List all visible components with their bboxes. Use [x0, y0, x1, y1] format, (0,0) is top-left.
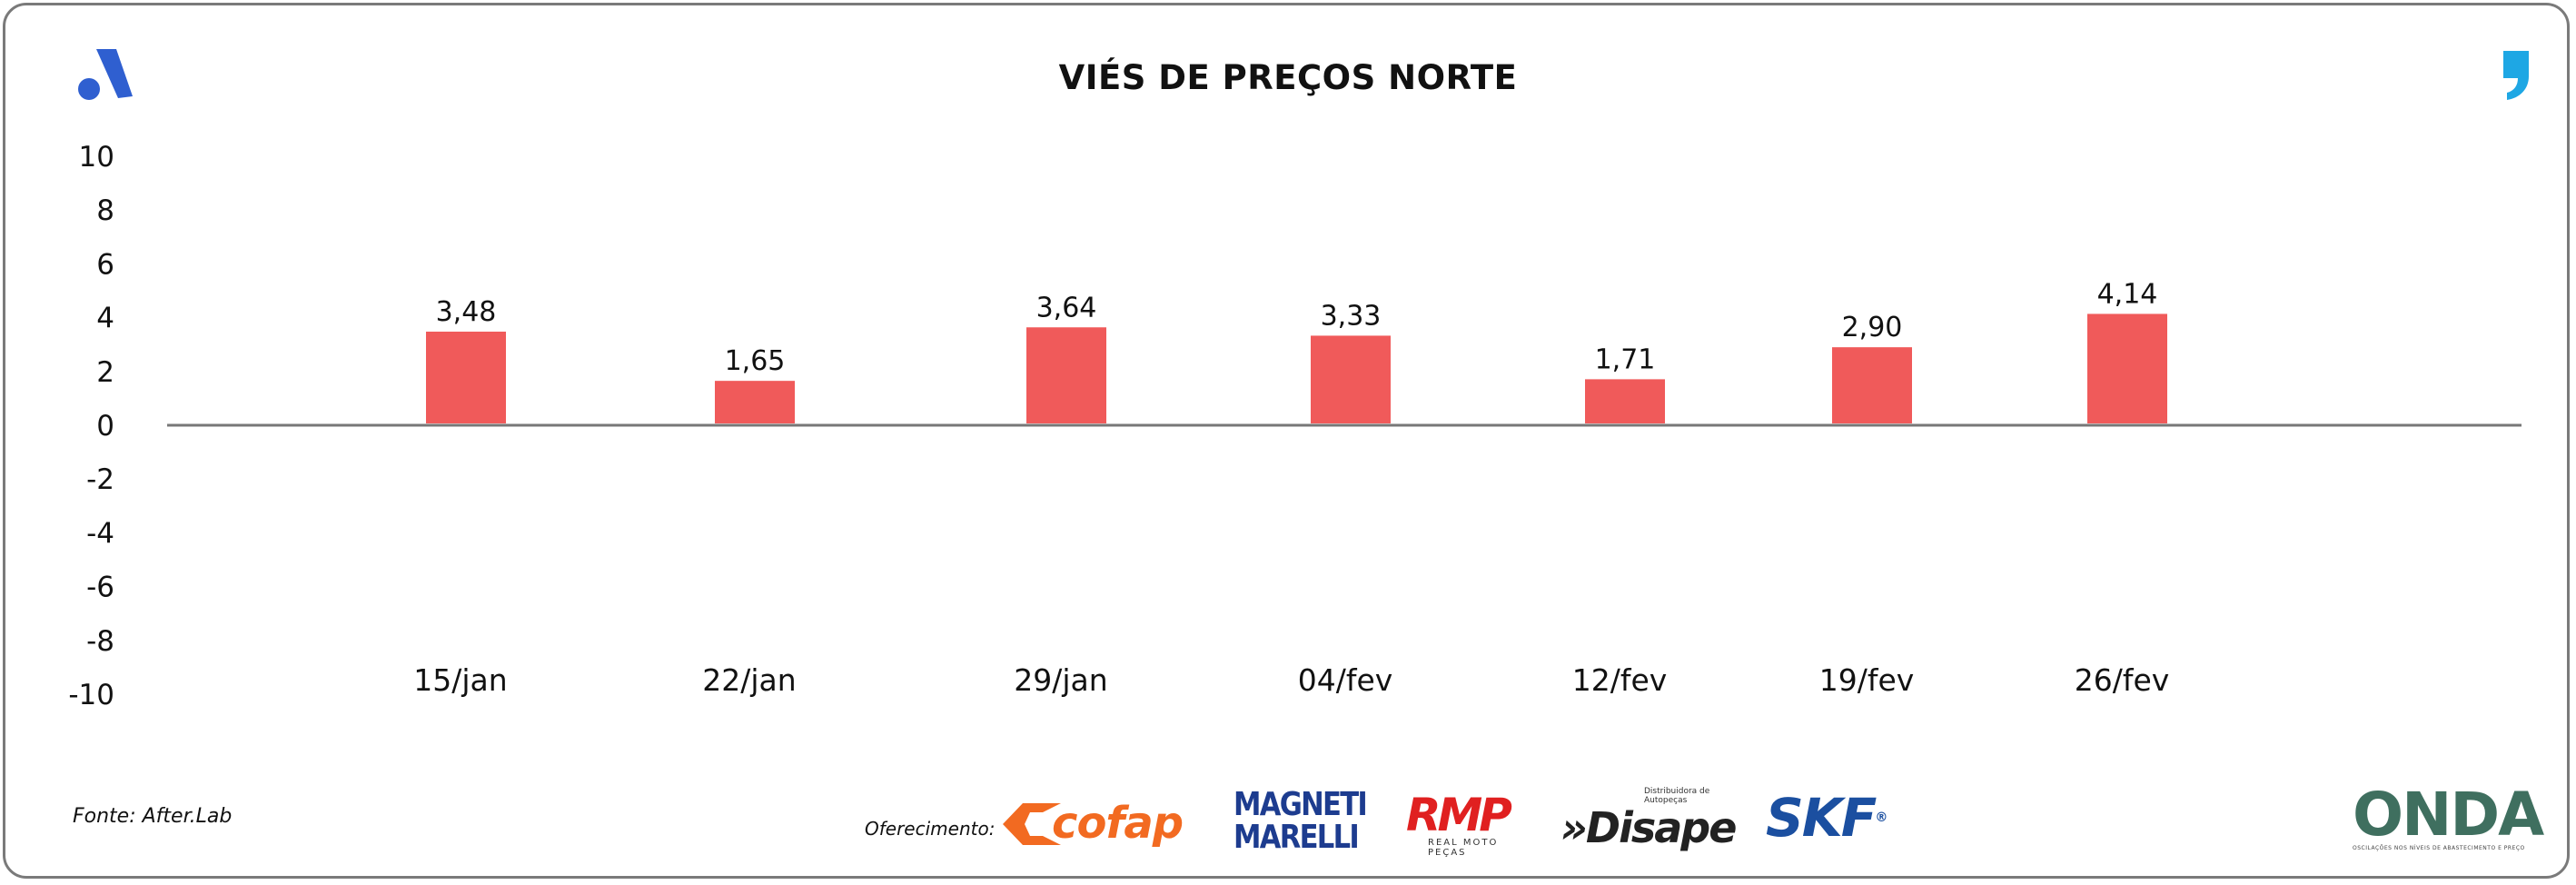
brand-a-icon — [76, 44, 136, 104]
magneti-wordmark: MAGNETI — [1234, 786, 1368, 823]
cofap-wordmark: cofap — [1052, 798, 1184, 849]
sponsor-label: Oferecimento: — [865, 818, 996, 840]
data-label: 1,65 — [725, 345, 786, 377]
data-label: 4,14 — [2097, 278, 2158, 310]
magneti-marelli-logo: MAGNETI MARELLI — [1234, 786, 1368, 861]
bar — [1832, 347, 1912, 423]
source-note: Fonte: After.Lab — [73, 805, 233, 828]
skf-wordmark: SKF — [1766, 787, 1877, 849]
y-tick-label: 2 — [96, 356, 114, 389]
y-tick-label: -10 — [68, 679, 114, 711]
disape-tagline: Distribuidora de Autopeças — [1644, 787, 1710, 805]
y-tick-label: 8 — [96, 194, 114, 227]
bar — [715, 381, 795, 423]
x-tick-label: 12/fev — [1572, 662, 1668, 698]
bar — [2087, 313, 2167, 423]
onda-tagline: OSCILAÇÕES NOS NÍVEIS DE ABASTECIMENTO E… — [2353, 845, 2525, 851]
x-tick-label: 19/fev — [1819, 662, 1915, 698]
y-tick-label: -6 — [86, 572, 114, 604]
y-tick-label: -8 — [86, 625, 114, 658]
disape-logo: Distribuidora de Autopeças »Disape — [1560, 787, 1742, 850]
bar — [1585, 379, 1665, 423]
y-tick-label: 0 — [96, 410, 114, 442]
x-tick-label: 04/fev — [1298, 662, 1393, 698]
cofap-mark-icon — [1003, 803, 1061, 845]
skf-logo: SKF® — [1766, 791, 1902, 845]
x-tick-label: 15/jan — [413, 662, 507, 698]
data-label: 3,48 — [436, 296, 497, 328]
chart-title: VIÉS DE PREÇOS NORTE — [1058, 58, 1518, 97]
y-tick-label: -2 — [86, 463, 114, 496]
data-label: 3,64 — [1036, 292, 1097, 323]
bar — [426, 331, 506, 423]
rmp-tagline: REAL MOTO PEÇAS — [1428, 838, 1499, 858]
y-tick-label: 6 — [96, 248, 114, 281]
registered-mark-icon: ® — [1875, 810, 1887, 825]
disape-wordmark: »Disape — [1560, 803, 1737, 852]
bar — [1026, 327, 1106, 423]
rmp-wordmark: RMP — [1406, 789, 1512, 841]
onda-logo: ONDA OSCILAÇÕES NOS NÍVEIS DE ABASTECIME… — [2353, 780, 2544, 858]
y-tick-label: -4 — [86, 517, 114, 550]
x-tick-label: 22/jan — [702, 662, 796, 698]
quote-mark-icon — [2498, 49, 2534, 102]
bar — [1311, 335, 1391, 423]
y-tick-label: 10 — [79, 141, 114, 174]
chart-frame — [3, 3, 2570, 879]
y-tick-label: 4 — [96, 303, 114, 335]
cofap-logo: cofap — [1003, 796, 1212, 849]
rmp-logo: RMP REAL MOTO PEÇAS — [1406, 789, 1537, 858]
data-label: 2,90 — [1842, 312, 1903, 343]
onda-wordmark: ONDA — [2353, 780, 2544, 850]
x-tick-label: 29/jan — [1014, 662, 1107, 698]
marelli-wordmark: MARELLI — [1234, 819, 1360, 856]
x-tick-label: 26/fev — [2075, 662, 2170, 698]
data-label: 1,71 — [1595, 343, 1656, 375]
data-label: 3,33 — [1321, 300, 1382, 332]
